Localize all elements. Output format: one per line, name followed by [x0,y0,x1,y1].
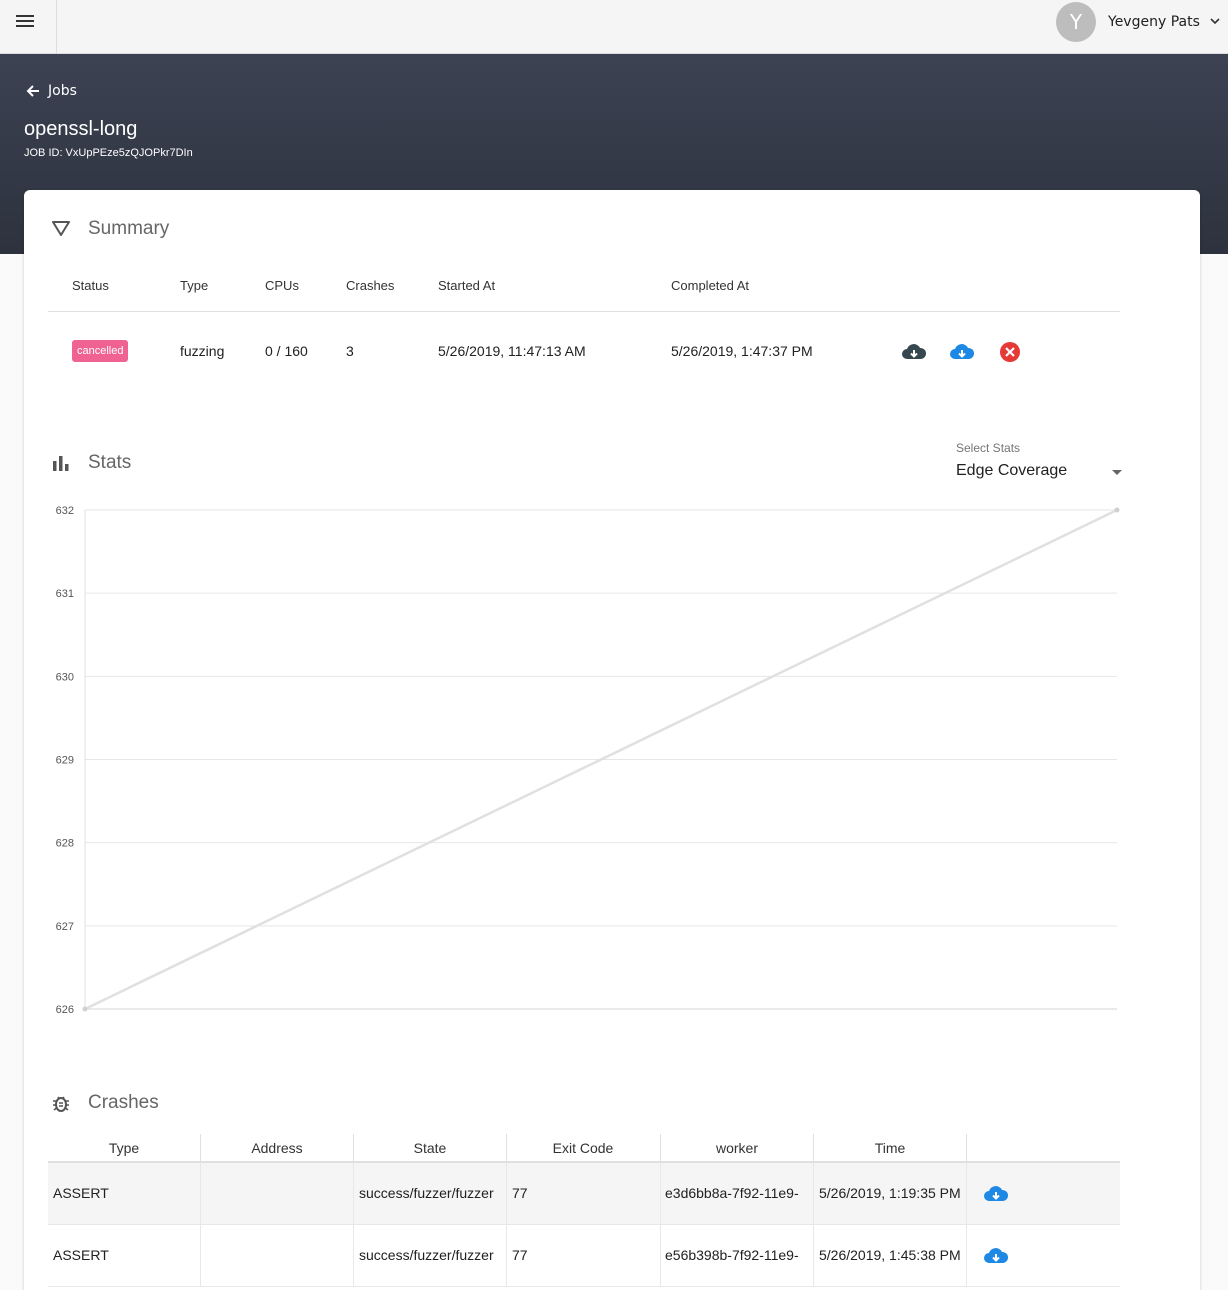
stats-select[interactable]: Edge Coverage [956,460,1122,488]
summary-table: Status Type CPUs Crashes Started At Comp… [48,262,1120,392]
menu-icon[interactable] [0,0,57,54]
col-completed-at: Completed At [671,278,750,293]
stats-title: Stats [88,452,132,473]
col-time: Time [874,1140,906,1156]
col-status: Status [72,278,109,293]
crashes-table: Type Address State Exit Code worker Time… [48,1134,1120,1287]
crashes-title: Crashes [88,1092,159,1113]
status-badge: cancelled [72,340,129,362]
top-bar: Y Yevgeny Pats [0,0,1228,54]
table-row[interactable]: ASSERT success/fuzzer/fuzzer 77 e3d6bb8a… [48,1163,1120,1225]
crash-type: ASSERT [53,1247,109,1263]
stats-chart: 626 627 628 629 630 631 632 [56,505,1120,1016]
bug-icon [53,1096,69,1112]
summary-title: Summary [88,218,170,239]
col-exit-code: Exit Code [552,1140,614,1156]
job-card: Summary Status Type CPUs Crashes Started… [24,190,1200,1290]
y-tick-label: 632 [56,505,74,517]
y-tick-label: 630 [56,671,74,683]
started-at: 5/26/2019, 11:47:13 AM [438,343,586,359]
cancel-icon[interactable] [996,340,1024,364]
cloud-download-icon[interactable] [948,340,976,364]
y-tick-label: 631 [56,588,74,600]
table-row[interactable]: ASSERT success/fuzzer/fuzzer 77 e56b398b… [48,1225,1120,1287]
arrow-left-icon[interactable] [24,82,42,100]
user-name[interactable]: Yevgeny Pats [1108,14,1200,30]
col-crash-type: Type [108,1140,140,1156]
bar-chart-icon [53,456,69,471]
dropdown-caret-icon[interactable] [1112,470,1122,475]
back-label[interactable]: Jobs [48,83,77,99]
col-type: Type [180,278,209,293]
crash-time: 5/26/2019, 1:45:38 PM [819,1247,961,1263]
col-state: State [413,1140,447,1156]
cpus-value: 0 / 160 [265,343,308,359]
summary-header: Summary [50,218,169,240]
crash-exit-code: 77 [512,1247,528,1263]
col-crashes: Crashes [346,278,395,293]
series-line [84,508,1118,1011]
crashes-table-header: Type Address State Exit Code worker Time [48,1134,1120,1163]
back-link[interactable]: Jobs [24,82,77,100]
y-tick-label: 629 [56,755,74,767]
chevron-down-icon[interactable] [1208,14,1222,28]
y-tick-label: 626 [56,1004,74,1016]
stats-header: Stats [50,452,131,474]
stats-select-value[interactable]: Edge Coverage [956,462,1068,479]
download-icon[interactable] [900,340,928,364]
col-started-at: Started At [438,278,496,293]
col-worker: worker [715,1140,758,1156]
crash-state: success/fuzzer/fuzzer [359,1185,494,1201]
filter-icon [52,221,70,236]
crash-exit-code: 77 [512,1185,528,1201]
crash-worker: e3d6bb8a-7f92-11e9- [665,1185,799,1201]
summary-row: cancelled fuzzing 0 / 160 3 5/26/2019, 1… [48,312,1120,392]
cloud-download-icon[interactable] [982,1244,1010,1268]
page-title: openssl-long [24,118,138,140]
job-type: fuzzing [180,343,225,359]
data-point [82,1006,88,1012]
crashes-count: 3 [346,343,354,359]
col-cpus: CPUs [265,278,299,293]
crashes-header: Crashes [50,1092,159,1114]
avatar[interactable]: Y [1056,2,1096,42]
summary-table-header: Status Type CPUs Crashes Started At Comp… [48,262,1120,312]
cloud-download-icon[interactable] [982,1182,1010,1206]
job-id: JOB ID: VxUpPEze5zQJOPkr7DIn [24,147,193,159]
select-stats-label: Select Stats [956,441,1021,455]
crash-type: ASSERT [53,1185,109,1201]
y-tick-label: 628 [56,838,74,850]
y-tick-label: 627 [56,921,74,933]
col-address: Address [251,1140,303,1156]
crash-time: 5/26/2019, 1:19:35 PM [819,1185,961,1201]
crash-state: success/fuzzer/fuzzer [359,1247,494,1263]
completed-at: 5/26/2019, 1:47:37 PM [671,343,813,359]
data-point [1114,507,1120,513]
crash-worker: e56b398b-7f92-11e9- [665,1247,799,1263]
